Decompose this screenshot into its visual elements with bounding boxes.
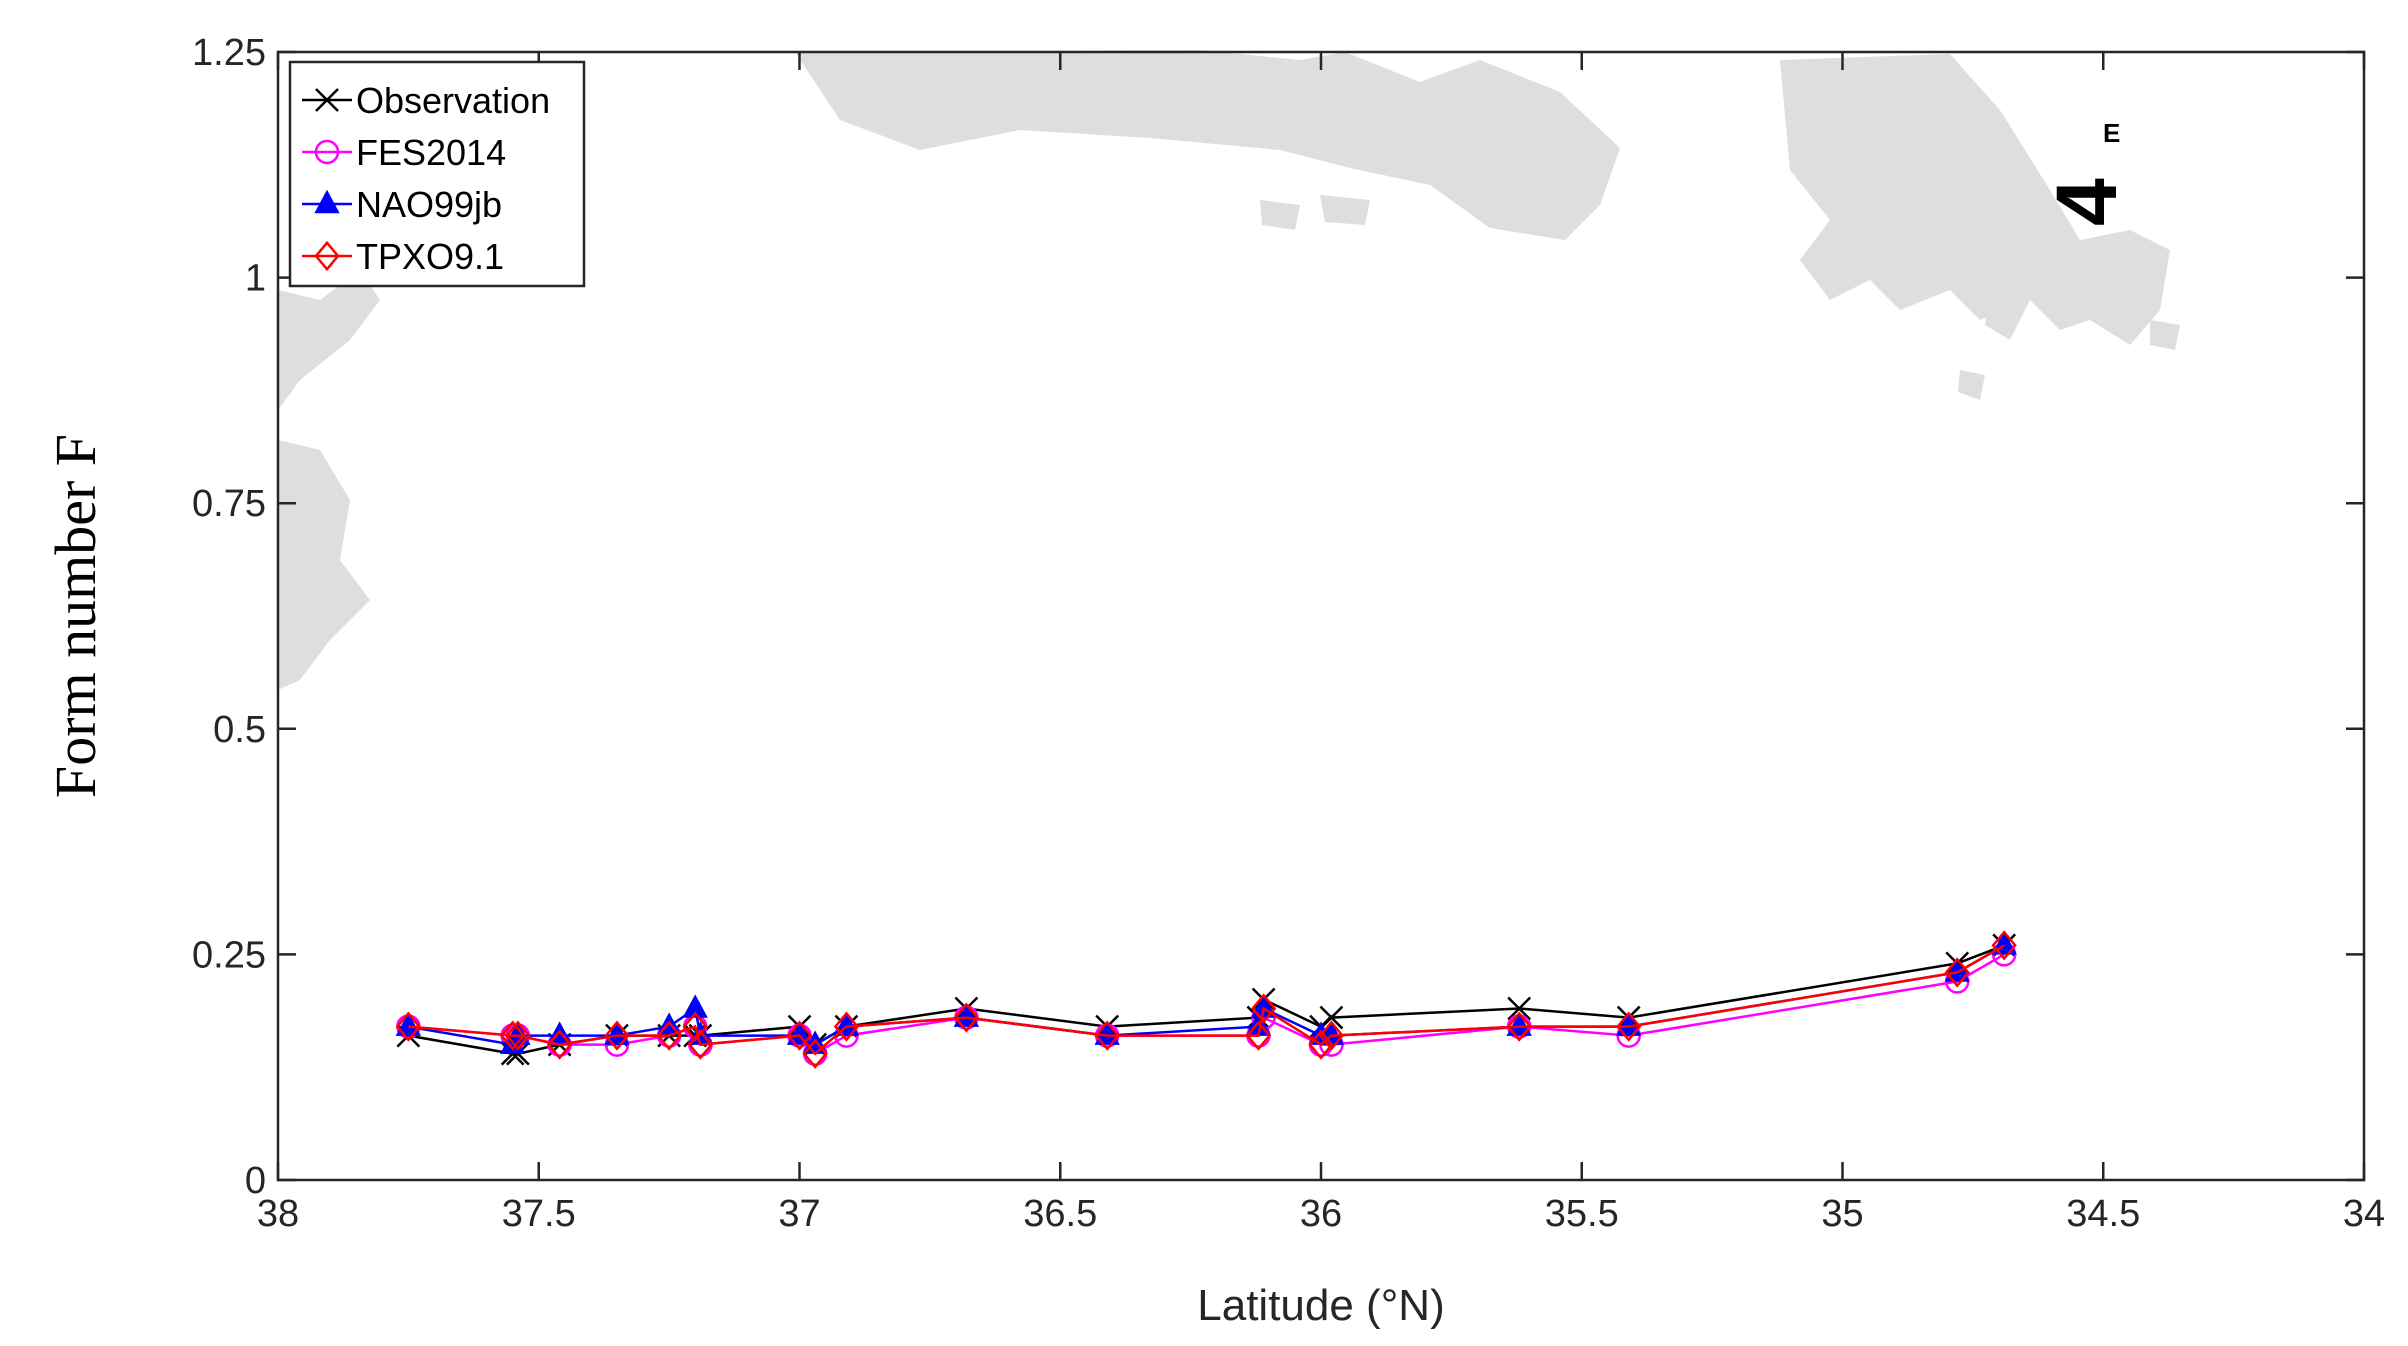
y-tick-label: 1 [245,258,266,300]
y-tick-label: 0.5 [213,709,266,751]
legend-label: TPXO9.1 [356,236,504,277]
data-point-diamond-marker [1318,1020,1345,1051]
data-point-diamond-marker [314,240,340,272]
data-point-diamond-marker [953,1002,980,1033]
data-point-triangle-marker [1506,1012,1532,1036]
data-point-x-marker [315,88,339,112]
series-line [408,944,2005,1055]
data-point-diamond-marker [1991,930,2017,961]
x-tick-label: 34 [2343,1193,2385,1235]
x-tick-label: 36 [1300,1193,1342,1235]
data-point-triangle-marker [786,1021,813,1045]
data-point-triangle-marker [682,994,708,1018]
data-point-x-marker [1507,996,1532,1021]
x-axis-label: Latitude (°N) [1197,1281,1444,1330]
panel-label-4: 4 [2039,178,2135,226]
legend-item: FES2014 [302,132,506,173]
data-point-triangle-marker [395,1012,422,1036]
background-map [278,50,2180,690]
legend-label: Observation [356,80,550,121]
data-point-diamond-marker [505,1020,531,1051]
data-point-triangle-marker [953,1003,980,1027]
data-point-diamond-marker [687,1029,714,1060]
data-point-diamond-marker [500,1020,526,1051]
y-tick-label: 0.25 [192,934,266,976]
legend-label: FES2014 [356,132,506,173]
x-tick-label: 35 [1821,1193,1863,1235]
series-line [408,944,2005,1056]
data-point-diamond-marker [1245,1020,1272,1051]
series-layer [395,930,2017,1069]
data-point-triangle-marker [604,1021,630,1045]
x-tick-label: 35.5 [1545,1193,1619,1235]
data-point-circle-marker [314,139,340,165]
data-point-diamond-marker [786,1020,813,1051]
y-axis: 0 0.25 0.5 0.75 1 1.25 [192,32,2364,1202]
x-axis: 38 37.5 37 36.5 36 35.5 35 34.5 34 [257,52,2385,1235]
data-point-diamond-marker [1944,957,1970,988]
x-tick-label: 37.5 [502,1193,576,1235]
data-point-x-marker [1319,1005,1344,1030]
data-point-diamond-marker [833,1011,860,1042]
data-point-diamond-marker [546,1029,573,1060]
y-axis-label: Form number F [43,434,108,798]
data-point-diamond-marker [656,1020,682,1051]
data-point-diamond-marker [1616,1011,1642,1042]
data-point-diamond-marker [1251,993,1277,1024]
legend-label: NAO99jb [356,184,502,225]
data-point-diamond-marker [1094,1020,1120,1051]
legend-item: NAO99jb [302,184,502,225]
legend: Observation FES2014 NAO99jb TPXO9.1 [288,60,586,288]
y-tick-label: 0 [245,1160,266,1202]
y-tick-label: 0.75 [192,483,266,525]
legend-box [288,60,586,288]
data-point-diamond-marker [682,1011,708,1042]
data-point-diamond-marker [395,1011,422,1042]
legend-item: Observation [302,80,550,121]
data-point-triangle-marker [314,189,340,214]
data-point-diamond-marker [604,1020,630,1051]
x-tick-label: 37 [778,1193,820,1235]
series-observation [396,933,2017,1066]
data-point-diamond-marker [1506,1011,1532,1042]
series-tpxo9-1 [395,930,2017,1069]
data-point-diamond-marker [1308,1029,1334,1060]
x-tick-label: 34.5 [2066,1193,2140,1235]
y-tick-label: 1.25 [192,32,266,74]
x-tick-label: 38 [257,1193,299,1235]
data-point-diamond-marker [802,1038,828,1069]
panel-label-e: E [2103,118,2120,148]
x-tick-label: 36.5 [1023,1193,1097,1235]
legend-item: TPXO9.1 [302,236,504,277]
